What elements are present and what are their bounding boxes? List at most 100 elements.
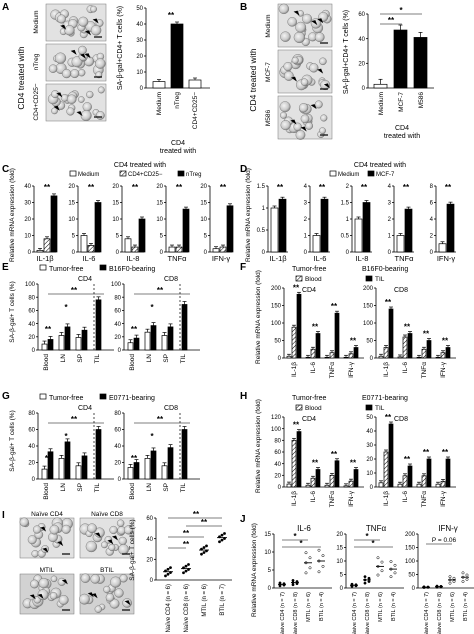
panel-h-y-tick-label: 30 — [366, 443, 373, 449]
panel-c-bar — [131, 246, 139, 253]
panel-g-legend-label: E0771-bearing — [109, 395, 155, 402]
panel-c-bar — [36, 250, 44, 253]
significance-mark: ** — [131, 454, 138, 463]
panel-a-bar — [188, 79, 202, 89]
cell — [66, 94, 77, 104]
panel-i-point — [205, 544, 208, 548]
panel-i-point — [218, 540, 221, 544]
cell — [319, 127, 326, 135]
panel-f-bar — [291, 326, 297, 359]
panel-c-y-tick-label: 5 — [204, 234, 208, 240]
panel-e-y-tick-label: 20 — [114, 335, 121, 341]
panel-j-y-tick-label: 5 — [268, 568, 272, 574]
panel-d-y-tick-label: 0 — [304, 250, 308, 256]
panel-a-treated-label: treated with — [160, 148, 196, 155]
panel-g-bar — [161, 465, 168, 480]
panel-h-y-tick-label: 40 — [274, 462, 281, 468]
panel-c-y-tick-label: 20 — [24, 217, 31, 223]
panel-j-point — [317, 548, 321, 552]
panel-f-bar — [397, 356, 403, 359]
panel-f-subplot-title: CD4 — [302, 287, 316, 294]
panel-g-legend-swatch — [99, 393, 107, 400]
panel-i-point — [184, 569, 188, 573]
panel-b-bar — [373, 83, 388, 89]
cell — [293, 122, 302, 131]
panel-h-category-label: IFN-γ — [440, 490, 447, 507]
panel-b-bar — [413, 37, 428, 89]
panel-h-bar — [343, 485, 349, 488]
significance-mark: ** — [442, 337, 449, 346]
panel-e-category-label: LN — [146, 354, 153, 363]
panel-g-bar — [133, 462, 140, 480]
panel-h-bar — [407, 465, 413, 488]
significance-mark: ** — [293, 283, 300, 292]
panel-h-bar — [286, 483, 292, 488]
panel-c-y-tick-label: 5 — [72, 234, 76, 240]
panel-d-bar — [404, 208, 413, 253]
panel-d-bar — [320, 198, 329, 253]
panel-c-top-title: CD4 treated with — [114, 162, 166, 169]
panel-g-y-tick-label: 40 — [114, 444, 121, 450]
panel-b-category-label: M586 — [418, 92, 425, 109]
panel-letter-H: H — [240, 391, 247, 402]
significance-mark: ** — [385, 413, 392, 422]
panel-i-category-label: MTIL (n = 6) — [202, 584, 208, 617]
panel-e-y-tick-label: 0 — [118, 348, 122, 354]
panel-a-category-label: CD4+CD25− — [192, 92, 199, 129]
panel-letter-F: F — [240, 262, 246, 273]
panel-b-treated-label: treated with — [384, 133, 420, 140]
panel-i-y-tick-label: 40 — [146, 537, 153, 543]
panel-b-y-tick-label: 0 — [362, 86, 366, 92]
panel-c-group-label: TNFα — [168, 254, 188, 263]
arrowhead-icon — [84, 53, 91, 59]
panel-i-point — [164, 574, 167, 578]
cell — [123, 525, 134, 535]
panel-g-bar — [41, 468, 48, 480]
panel-b-image-label: MCF-7 — [265, 62, 272, 82]
significance-mark: ** — [442, 448, 449, 457]
panel-e-y-tick-label: 0 — [32, 348, 36, 354]
panel-e-bar — [58, 335, 65, 351]
significance-mark: ** — [312, 459, 319, 468]
panel-letter-J: J — [240, 514, 246, 525]
panel-h-category-label: TNFα — [329, 491, 336, 508]
panel-g-bar — [64, 441, 71, 480]
panel-f-y-label: Relative mRNA expression (fold) — [255, 270, 262, 364]
arrowhead-icon — [293, 10, 300, 16]
panel-e-bar — [64, 326, 71, 351]
panel-f-y-tick-label: 200 — [363, 286, 374, 292]
cell — [49, 524, 60, 535]
arrowhead-icon — [37, 593, 44, 599]
panel-i-image-label: Naïve CD4 — [31, 511, 63, 518]
panel-e-legend-label: B16F0-bearing — [109, 266, 155, 273]
arrowhead-icon — [29, 594, 36, 600]
panel-h-legend-label: Tumor-free — [292, 395, 326, 402]
panel-a-y-tick-label: 0 — [140, 86, 144, 92]
arrowhead-icon — [300, 126, 307, 132]
panel-f-y-tick-label: 200 — [271, 286, 282, 292]
panel-e-y-tick-label: 80 — [28, 295, 35, 301]
panel-d-y-tick-label: 3 — [388, 201, 392, 207]
cell — [103, 585, 111, 594]
panel-j-point — [367, 580, 371, 583]
panel-i-y-tick-label: 0 — [150, 578, 154, 584]
arrowhead-icon — [60, 24, 67, 30]
panel-j-point — [393, 571, 397, 575]
cell — [94, 527, 105, 538]
panel-c-y-tick-label: 20 — [156, 184, 163, 190]
panel-j-category-label: Naive CD4 (n = 7) — [280, 592, 286, 634]
panel-f-category-label: IL-6 — [402, 362, 409, 374]
panel-j-point — [380, 569, 384, 573]
panel-b-image-label: Medium — [265, 14, 272, 37]
significance-mark: ** — [331, 450, 338, 459]
panel-b-treated-label: CD4 — [395, 125, 409, 132]
panel-g-bar — [150, 450, 157, 480]
panel-f-category-label: TNFα — [421, 362, 428, 379]
panel-i-point — [220, 533, 224, 537]
panel-e-bar — [144, 331, 151, 351]
panel-i-point — [202, 551, 206, 554]
panel-i-point — [220, 538, 224, 542]
panel-g-category-label: TIL — [180, 483, 187, 493]
panel-j-y-tick-label: 200 — [405, 532, 416, 538]
panel-d-legend-swatch — [367, 170, 375, 177]
